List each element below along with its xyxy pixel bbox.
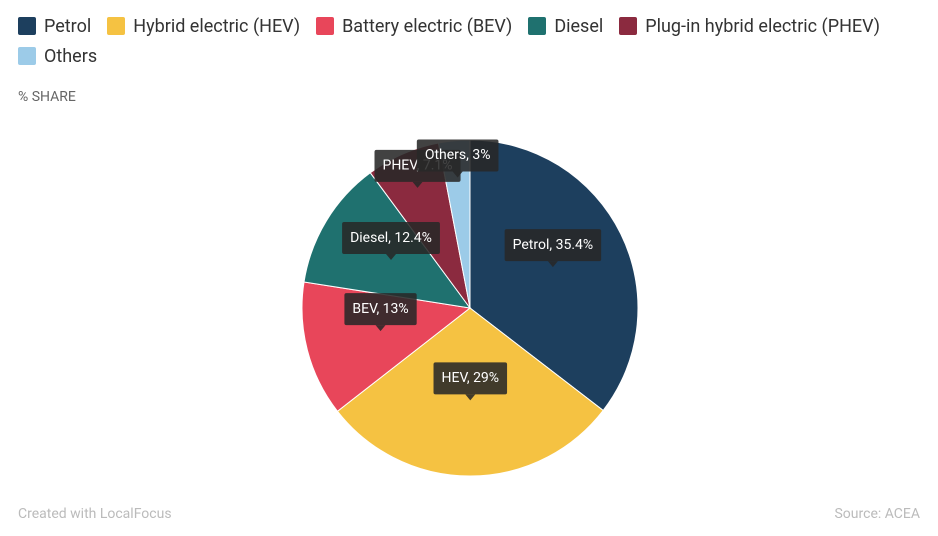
legend-item: Plug-in hybrid electric (PHEV) — [619, 14, 880, 38]
legend-swatch — [107, 17, 126, 35]
label-pointer — [412, 181, 423, 188]
subtitle: % SHARE — [18, 89, 76, 105]
label-box — [416, 139, 499, 172]
label-pointer — [465, 394, 476, 401]
data-label-text: Petrol, 35.4% — [513, 237, 594, 253]
data-label: Others, 3% — [416, 139, 499, 178]
legend-item: Diesel — [528, 14, 603, 38]
legend-swatch — [528, 17, 547, 35]
legend-item: Others — [18, 44, 97, 68]
data-label-text: Others, 3% — [425, 147, 491, 163]
label-pointer — [547, 261, 558, 268]
data-label-text: HEV, 29% — [442, 370, 500, 386]
legend-item: Hybrid electric (HEV) — [107, 14, 300, 38]
label-pointer — [375, 325, 386, 332]
legend-label: Others — [44, 45, 98, 67]
legend-swatch — [18, 17, 36, 35]
data-label-text: Diesel, 12.4% — [350, 230, 432, 246]
label-box — [504, 229, 602, 262]
label-pointer — [386, 254, 397, 261]
label-box — [433, 362, 508, 395]
legend-swatch — [18, 47, 36, 65]
label-pointer — [452, 171, 463, 178]
legend: Petrol Hybrid electric (HEV) Battery elect… — [18, 14, 918, 68]
legend-swatch — [619, 17, 638, 35]
data-label: HEV, 29% — [433, 362, 508, 401]
legend-label: Diesel — [554, 15, 604, 37]
data-label: Petrol, 35.4% — [504, 229, 602, 268]
source: Source: ACEA — [834, 506, 920, 522]
data-label-text: BEV, 13% — [352, 301, 408, 317]
data-label: Diesel, 12.4% — [342, 222, 440, 261]
legend-item: Battery electric (BEV) — [316, 14, 512, 38]
data-label: BEV, 13% — [344, 293, 417, 332]
pie-slice — [301, 281, 472, 412]
credit: Created with LocalFocus — [18, 506, 172, 522]
legend-label: Plug-in hybrid electric (PHEV) — [645, 15, 881, 37]
legend-label: Battery electric (BEV) — [342, 15, 513, 37]
legend-item: Petrol — [18, 14, 91, 38]
pie-slice — [469, 139, 639, 412]
label-box — [344, 293, 417, 326]
legend-label: Petrol — [44, 15, 92, 37]
legend-label: Hybrid electric (HEV) — [133, 15, 301, 37]
legend-swatch — [316, 17, 335, 35]
label-box — [342, 222, 440, 255]
